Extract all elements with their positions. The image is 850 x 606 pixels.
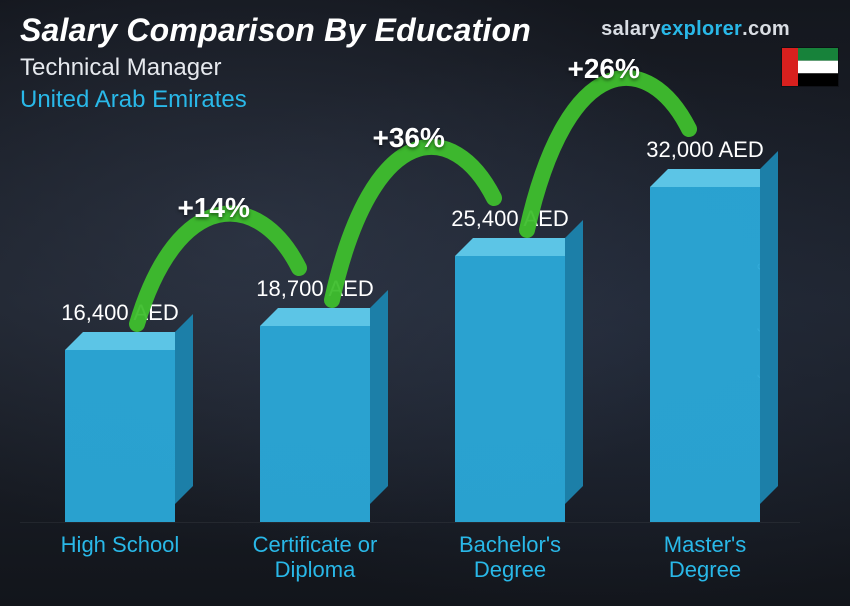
bar-side-face (175, 314, 193, 504)
bar-front (260, 326, 370, 522)
brand-accent: explorer (661, 18, 742, 40)
bar-value-label: 25,400 AED (410, 206, 610, 232)
bar-front (65, 350, 175, 522)
chart-stage: Salary Comparison By Education Technical… (0, 0, 850, 606)
category-label: Certificate orDiploma (215, 532, 415, 583)
bar-1 (260, 326, 370, 522)
uae-flag-icon (782, 48, 838, 86)
bar-2 (455, 256, 565, 522)
increase-pct-label: +14% (178, 192, 250, 224)
bar-0 (65, 350, 175, 522)
category-label: High School (20, 532, 220, 557)
bar-top-face (455, 238, 583, 256)
bar-top-face (260, 308, 388, 326)
brand-label: salaryexplorer.com (601, 18, 790, 41)
bar-top-face (65, 332, 193, 350)
bar-side-face (760, 151, 778, 504)
bar-3 (650, 187, 760, 522)
bar-top-face (650, 169, 778, 187)
bar-chart: 16,400 AED High School 18,700 AED Certifica… (20, 130, 800, 586)
bar-side-face (370, 290, 388, 504)
bar-value-label: 32,000 AED (605, 137, 805, 163)
bar-value-label: 16,400 AED (20, 300, 220, 326)
chart-baseline (20, 522, 800, 523)
increase-pct-label: +36% (373, 122, 445, 154)
category-label: Bachelor'sDegree (410, 532, 610, 583)
category-label: Master'sDegree (605, 532, 805, 583)
bar-front (650, 187, 760, 522)
increase-pct-label: +26% (568, 53, 640, 85)
brand-part2: .com (742, 18, 790, 40)
chart-country: United Arab Emirates (20, 86, 247, 114)
bar-side-face (565, 220, 583, 504)
chart-subtitle: Technical Manager (20, 54, 221, 82)
chart-title: Salary Comparison By Education (20, 12, 531, 49)
bar-value-label: 18,700 AED (215, 276, 415, 302)
bar-front (455, 256, 565, 522)
brand-part1: salary (601, 18, 661, 40)
